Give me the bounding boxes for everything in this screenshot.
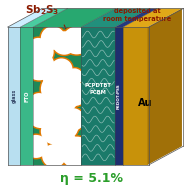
Circle shape (49, 57, 74, 81)
Polygon shape (8, 9, 55, 27)
Circle shape (50, 140, 72, 162)
Circle shape (60, 80, 89, 108)
Circle shape (51, 30, 78, 56)
Circle shape (59, 135, 95, 170)
Circle shape (23, 133, 49, 159)
Circle shape (52, 86, 78, 112)
Polygon shape (115, 27, 123, 165)
Polygon shape (115, 9, 157, 27)
Circle shape (39, 25, 66, 51)
Circle shape (46, 109, 80, 143)
Circle shape (29, 93, 49, 113)
Text: Au: Au (138, 98, 153, 108)
Circle shape (27, 92, 51, 115)
Circle shape (55, 133, 78, 155)
Circle shape (62, 81, 87, 106)
Polygon shape (20, 27, 33, 165)
Circle shape (41, 88, 67, 113)
Circle shape (40, 86, 69, 114)
Circle shape (54, 132, 80, 157)
Circle shape (61, 108, 84, 131)
Circle shape (27, 39, 54, 65)
Circle shape (25, 37, 55, 66)
Circle shape (34, 97, 61, 123)
Polygon shape (81, 27, 115, 165)
Circle shape (40, 61, 68, 88)
Text: PCPDTBT
PCBM: PCPDTBT PCBM (85, 83, 112, 95)
Circle shape (26, 36, 50, 60)
Circle shape (52, 31, 76, 55)
Circle shape (60, 137, 93, 168)
Circle shape (62, 26, 91, 54)
Circle shape (60, 107, 86, 132)
Circle shape (42, 144, 66, 167)
Circle shape (48, 139, 74, 164)
Polygon shape (20, 9, 67, 27)
Polygon shape (81, 9, 149, 27)
Circle shape (22, 49, 56, 82)
Circle shape (66, 68, 83, 85)
Circle shape (41, 62, 67, 87)
Circle shape (24, 50, 54, 80)
Circle shape (26, 102, 55, 129)
Circle shape (39, 117, 69, 146)
Circle shape (40, 143, 68, 169)
Circle shape (28, 38, 49, 58)
Circle shape (41, 26, 65, 50)
Polygon shape (123, 27, 148, 165)
Circle shape (24, 135, 48, 158)
Polygon shape (148, 9, 182, 165)
Circle shape (50, 85, 80, 113)
Circle shape (39, 72, 75, 106)
Circle shape (65, 67, 85, 86)
Circle shape (47, 110, 79, 141)
Polygon shape (123, 9, 182, 27)
Text: PEDOT:PSS: PEDOT:PSS (117, 83, 121, 109)
Circle shape (41, 118, 68, 144)
Circle shape (41, 73, 73, 105)
Text: η = 5.1%: η = 5.1% (60, 172, 123, 185)
Text: FTO: FTO (24, 90, 29, 102)
Text: TiO₂: TiO₂ (38, 109, 55, 118)
Polygon shape (33, 27, 81, 165)
Text: $\mathbf{Sb_2S_3}$: $\mathbf{Sb_2S_3}$ (25, 3, 59, 17)
Circle shape (50, 58, 73, 80)
Text: glass: glass (11, 89, 16, 103)
Polygon shape (33, 27, 81, 165)
Polygon shape (8, 27, 20, 165)
Polygon shape (33, 9, 116, 27)
Circle shape (28, 103, 53, 128)
Circle shape (33, 95, 62, 124)
Text: deposited at
room temperature: deposited at room temperature (103, 9, 172, 22)
Circle shape (61, 25, 92, 56)
